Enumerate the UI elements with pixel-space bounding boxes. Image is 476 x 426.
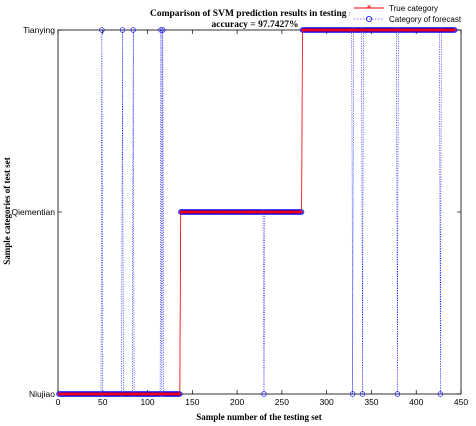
y-axis: Niujiao Qiementian Tianying [12, 25, 461, 399]
forecast-point [349, 391, 356, 397]
true-point [178, 392, 182, 396]
forecast-point [99, 27, 105, 33]
chart-title: Comparison of SVM prediction results in … [150, 9, 361, 19]
plot-area: 0 50 100 150 200 250 300 350 400 450 Niujiao Qieme… [12, 25, 469, 407]
x-tick-label: 0 [56, 397, 61, 407]
y-tick-label: Qiementian [12, 207, 56, 217]
x-tick-label: 400 [409, 397, 423, 407]
legend-box [349, 1, 473, 25]
x-tick-label: 100 [140, 397, 154, 407]
legend-forecast-marker [365, 15, 372, 22]
forecast-point [160, 27, 166, 33]
y-tick-label: Tianying [23, 25, 55, 35]
true-series [57, 28, 457, 396]
x-tick-label: 50 [98, 397, 108, 407]
forecast-point [158, 27, 164, 33]
x-axis: 0 50 100 150 200 250 300 350 400 450 [56, 30, 468, 407]
x-tick-label: 350 [364, 397, 378, 407]
legend-true-label: True category [389, 4, 438, 13]
x-tick-label: 200 [230, 397, 244, 407]
x-tick-label: 450 [454, 397, 468, 407]
x-axis-label: Sample number of the testing set [196, 412, 322, 422]
forecast-point [261, 391, 267, 397]
true-point [299, 210, 304, 214]
legend-forecast-label: Category of forecast [389, 15, 462, 24]
legend: * True category Category of forecast [349, 1, 473, 25]
forecast-point [394, 391, 401, 397]
forecast-point [119, 27, 126, 33]
true-point [453, 28, 457, 32]
chart-subtitle: accuracy = 97.7427% [212, 20, 299, 30]
y-tick-label: Niujiao [29, 389, 55, 399]
y-axis-label: Sample categories of test set [2, 157, 12, 264]
forecast-point [130, 27, 136, 33]
x-tick-label: 150 [185, 397, 199, 407]
forecast-point [437, 391, 444, 397]
x-tick-label: 250 [275, 397, 289, 407]
legend-true-marker: * [367, 4, 372, 14]
forecast-point [359, 391, 366, 397]
x-tick-label: 300 [320, 397, 334, 407]
